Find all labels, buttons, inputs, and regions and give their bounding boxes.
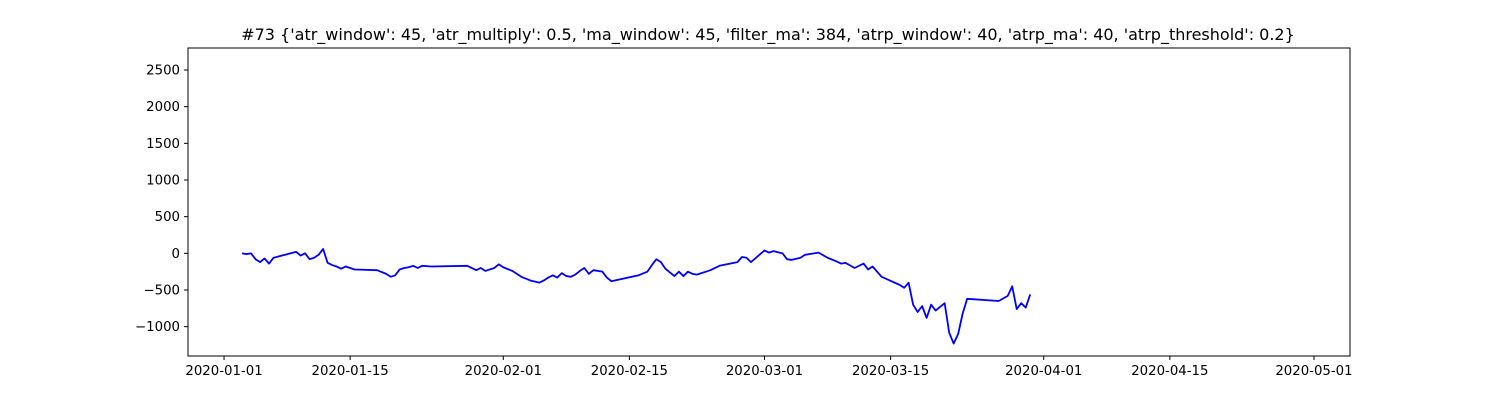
series-line xyxy=(241,248,1032,345)
x-tick-label: 2020-04-15 xyxy=(1131,364,1208,379)
plot-area xyxy=(241,248,1032,345)
x-tick-label: 2020-02-01 xyxy=(465,364,542,379)
x-tick-label: 2020-05-01 xyxy=(1275,364,1352,379)
x-tick-label: 2020-02-15 xyxy=(591,364,668,379)
x-tick-label: 2020-01-01 xyxy=(185,364,262,379)
x-tick-label: 2020-01-15 xyxy=(311,364,388,379)
y-tick-label: 0 xyxy=(172,247,180,262)
chart-title: #73 {'atr_window': 45, 'atr_multiply': 0… xyxy=(241,25,1295,45)
y-tick-label: 500 xyxy=(155,210,180,225)
x-axis: 2020-01-01 2020-01-15 2020-02-01 2020-02-15… xyxy=(185,356,1353,379)
x-tick-label: 2020-03-15 xyxy=(852,364,929,379)
x-tick-label: 2020-03-01 xyxy=(726,364,803,379)
y-tick-label: 2500 xyxy=(146,64,180,79)
y-tick-label: −1000 xyxy=(135,320,180,335)
x-tick-label: 2020-04-01 xyxy=(1005,364,1082,379)
y-tick-label: −500 xyxy=(143,284,180,299)
y-tick-label: 1500 xyxy=(146,137,180,152)
plot-frame xyxy=(187,47,1351,357)
y-tick-label: 2000 xyxy=(146,100,180,115)
y-tick-label: 1000 xyxy=(146,174,180,189)
y-axis: −1000 −500 0 500 1000 1500 2000 2500 xyxy=(135,64,188,335)
